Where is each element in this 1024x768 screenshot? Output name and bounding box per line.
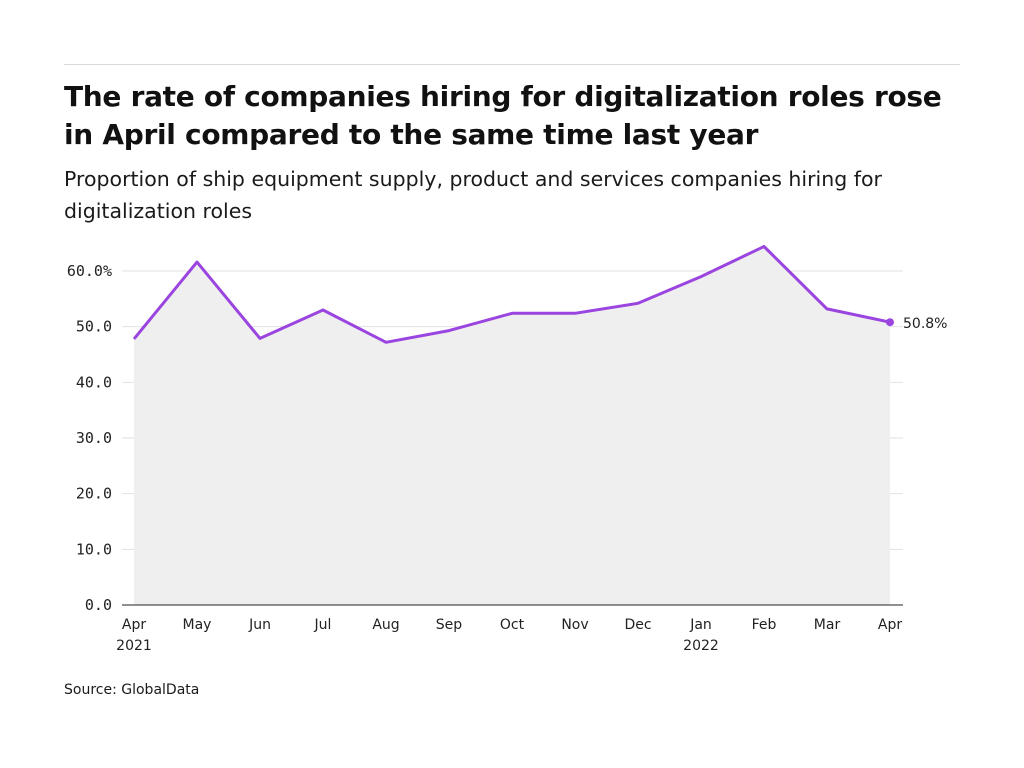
x-tick-label: Aug xyxy=(372,617,399,633)
x-tick-label: Apr xyxy=(122,617,146,633)
x-tick-label: Jan xyxy=(689,617,712,633)
x-tick-label: Feb xyxy=(752,617,777,633)
y-tick-label: 50.0 xyxy=(76,318,112,336)
x-tick-year-label: 2021 xyxy=(116,638,152,654)
area-fill xyxy=(134,246,890,605)
end-point-marker[interactable] xyxy=(886,318,894,327)
x-tick-label: Sep xyxy=(436,617,463,633)
x-tick-label: Apr xyxy=(878,617,902,633)
x-tick-label: Nov xyxy=(561,617,588,633)
source-note: Source: GlobalData xyxy=(64,682,200,698)
x-tick-label: Dec xyxy=(624,617,651,633)
x-axis-ticks: Apr 2021 May Jun Jul Aug Sep Oct Nov Dec Jan 2022 Fe… xyxy=(116,617,902,654)
series-line xyxy=(132,245,891,344)
top-rule xyxy=(64,64,960,65)
x-tick-label: Jun xyxy=(248,617,271,633)
x-tick-label: Jul xyxy=(314,617,332,633)
y-tick-label: 30.0 xyxy=(76,429,112,447)
y-tick-label: 10.0 xyxy=(76,540,112,558)
x-tick-year-label: 2022 xyxy=(683,638,719,654)
y-tick-label: 60.0% xyxy=(67,262,112,280)
area-chart: 0.0 10.0 20.0 30.0 40.0 50.0 60.0% Apr 2021 May J… xyxy=(67,245,947,654)
x-tick-label: May xyxy=(183,617,212,633)
y-tick-label: 40.0 xyxy=(76,373,112,391)
end-value-label: 50.8% xyxy=(903,316,947,332)
y-tick-label: 20.0 xyxy=(76,485,112,503)
chart-title: The rate of companies hiring for digital… xyxy=(64,80,942,151)
y-axis-ticks: 0.0 10.0 20.0 30.0 40.0 50.0 60.0% xyxy=(67,262,112,614)
x-tick-label: Oct xyxy=(500,617,525,633)
chart-subtitle: Proportion of ship equipment supply, pro… xyxy=(64,167,882,223)
x-tick-label: Mar xyxy=(814,617,841,633)
y-tick-label: 0.0 xyxy=(85,596,112,614)
